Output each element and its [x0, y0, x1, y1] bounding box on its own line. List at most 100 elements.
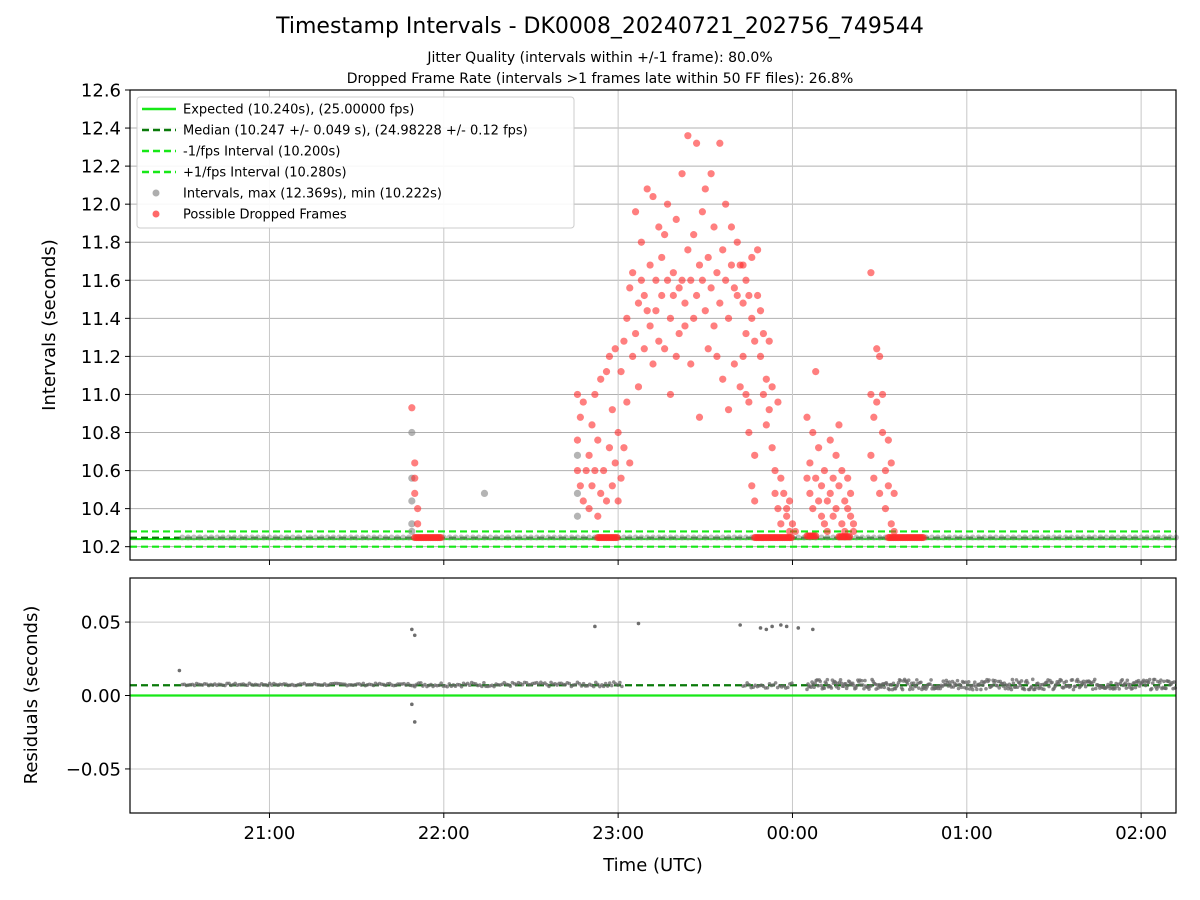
residual-point: [1117, 687, 1121, 691]
interval-point: [876, 534, 883, 541]
interval-point: [1097, 534, 1104, 541]
interval-point: [1062, 534, 1069, 541]
interval-point: [405, 534, 412, 541]
interval-point: [708, 534, 715, 541]
dropped-frame-point: [739, 261, 747, 269]
dropped-frame-point: [631, 329, 640, 338]
interval-point: [408, 520, 416, 528]
dropped-frame-point: [787, 533, 795, 542]
residual-point: [917, 686, 921, 690]
residual-outlier-point: [177, 668, 182, 673]
dropped-frame-point: [754, 291, 762, 300]
residual-point: [1147, 677, 1152, 682]
residual-point: [959, 685, 964, 690]
residual-point: [838, 677, 843, 682]
interval-point: [737, 534, 744, 541]
dropped-frame-point: [870, 413, 878, 421]
interval-point: [1033, 534, 1040, 541]
dropped-frame-point: [783, 512, 791, 520]
interval-point: [1120, 534, 1127, 541]
top-y-tick-label: 12.2: [81, 157, 121, 178]
x-tick-label: 01:00: [941, 823, 993, 844]
residual-point: [861, 683, 865, 687]
dropped-frame-point: [748, 314, 756, 322]
interval-point: [533, 534, 540, 541]
residual-point: [419, 681, 423, 685]
dropped-frame-point: [634, 383, 643, 391]
dropped-frame-point: [777, 474, 785, 482]
residual-point: [964, 686, 969, 691]
dropped-frame-point: [666, 314, 675, 322]
residual-point: [1050, 680, 1054, 685]
interval-point: [684, 534, 691, 541]
interval-point: [725, 534, 732, 541]
top-y-tick-label: 10.8: [81, 423, 121, 444]
dropped-frame-point: [815, 497, 823, 505]
dropped-frame-point: [733, 238, 741, 246]
dropped-frame-point: [887, 520, 895, 528]
residual-point: [1011, 681, 1016, 686]
residual-point: [979, 687, 983, 692]
bottom-grid: [130, 578, 1176, 813]
residual-point: [1034, 685, 1038, 690]
dropped-frame-point: [678, 276, 686, 284]
dropped-frame-point: [669, 291, 677, 300]
residual-outlier-point: [412, 720, 417, 724]
dropped-frame-point: [788, 520, 797, 528]
jitter-quality-subtitle: Jitter Quality (intervals within +/-1 fr…: [427, 50, 773, 66]
dropped-frame-point: [623, 314, 631, 322]
interval-point: [928, 534, 935, 541]
residual-point: [812, 685, 816, 690]
interval-point: [632, 534, 639, 541]
dropped-frame-point: [594, 512, 602, 520]
residual-point: [1167, 679, 1171, 684]
dropped-frame-point: [716, 139, 724, 147]
dropped-frame-point: [849, 520, 858, 528]
dropped-frame-point: [739, 299, 747, 307]
dropped-frame-point: [812, 474, 820, 482]
interval-point: [446, 534, 453, 541]
interval-point: [1103, 534, 1110, 541]
dropped-frame-point: [629, 269, 637, 277]
dropped-frame-point: [762, 421, 770, 429]
interval-point: [237, 534, 244, 541]
interval-point: [859, 534, 866, 541]
interval-point: [475, 534, 482, 541]
interval-point: [1091, 534, 1098, 541]
residual-point: [1022, 687, 1027, 692]
dropped-frame-point: [576, 482, 584, 490]
interval-point: [1155, 534, 1162, 541]
interval-point: [992, 534, 999, 541]
dropped-frame-point: [820, 466, 829, 475]
interval-point: [272, 534, 279, 541]
residual-point: [869, 684, 873, 688]
dropped-frame-point: [666, 390, 675, 399]
dropped-frame-point: [759, 390, 768, 399]
top-plot-frame: [129, 89, 1177, 561]
dropped-frame-point: [710, 223, 718, 231]
interval-point: [673, 534, 680, 541]
residual-point: [1094, 686, 1098, 691]
residual-point: [970, 687, 975, 692]
dropped-frame-point: [724, 406, 733, 414]
dropped-frame-point: [414, 505, 422, 513]
interval-point: [330, 534, 337, 541]
top-y-tick-label: 12.6: [81, 81, 121, 102]
interval-point: [1056, 534, 1063, 541]
interval-point: [1138, 534, 1145, 541]
dropped-frame-point: [878, 428, 887, 437]
residual-point: [941, 679, 946, 684]
residual-point: [975, 687, 979, 692]
residual-point: [906, 678, 911, 683]
residual-point: [867, 687, 871, 691]
dropped-frame-point: [649, 192, 657, 201]
bottom-y-tick-label: 0.05: [81, 613, 121, 634]
interval-point: [266, 534, 273, 541]
residual-point: [1009, 687, 1014, 692]
residual-outlier-point: [770, 624, 774, 629]
interval-point: [408, 428, 416, 437]
interval-point: [1085, 534, 1092, 541]
residual-point: [603, 681, 608, 686]
interval-point: [249, 534, 256, 541]
residual-outlier-point: [410, 627, 414, 632]
